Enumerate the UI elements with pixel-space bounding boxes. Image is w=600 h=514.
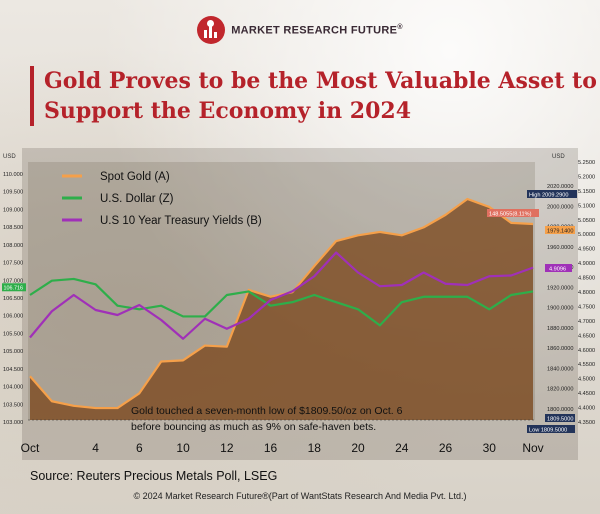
right2-tick-label: 4.8500 [578, 276, 595, 282]
brand-header: MARKET RESEARCH FUTURE® [0, 10, 600, 50]
yields-last-label: 4.9096 [549, 267, 566, 273]
brand-name: MARKET RESEARCH FUTURE® [231, 23, 403, 37]
gold-area [30, 198, 533, 420]
low-label: Low 1809.5000 [529, 428, 567, 434]
x-tick-label: 30 [483, 441, 497, 455]
series-line-2 [29, 251, 534, 340]
right1-tick-label: 1900.0000 [547, 306, 573, 312]
title-block: Gold Proves to be the Most Valuable Asse… [30, 66, 600, 126]
right1-tick-label: 1960.0000 [547, 245, 573, 251]
gold-last-badge [545, 226, 575, 234]
right2-tick-label: 5.2000 [578, 174, 595, 180]
dollar-last-badge [2, 283, 26, 292]
x-tick-label: 10 [176, 441, 190, 455]
left-tick-label: 109.000 [3, 207, 23, 213]
legend-label-0: Spot Gold (A) [100, 171, 170, 183]
right1-tick-label: 1920.0000 [547, 285, 573, 291]
right2-tick-label: 4.7000 [578, 319, 595, 325]
right2-tick-label: 4.7500 [578, 304, 595, 310]
legend-label-2: U.S 10 Year Treasury Yields (B) [100, 215, 262, 227]
x-tick-label: 20 [351, 441, 365, 455]
right2-tick-label: 5.0000 [578, 232, 595, 238]
high-label: High 2009.2900 [529, 193, 569, 199]
left-axis-unit: USD [3, 154, 16, 160]
left-tick-label: 105.000 [3, 349, 23, 355]
copyright-note: © 2024 Market Research Future®(Part of W… [133, 491, 467, 501]
dollar-last-label: 106.716 [4, 285, 24, 291]
x-tick-label: 18 [308, 441, 322, 455]
high-badge [527, 190, 577, 198]
right2-tick-label: 4.4000 [578, 406, 595, 412]
annotation-line-1: Gold touched a seven-month low of $1809.… [131, 405, 403, 417]
right1-tick-label: 2020.0000 [547, 184, 573, 190]
left-tick-label: 105.500 [3, 331, 23, 337]
left-tick-label: 104.000 [3, 385, 23, 391]
annotation-line-2: before bouncing as much as 9% on safe-ha… [131, 421, 376, 433]
left-tick-label: 106.000 [3, 314, 23, 320]
right1-tick-label: 1820.0000 [547, 387, 573, 393]
right1-tick-label: 2000.0000 [547, 204, 573, 210]
right2-tick-label: 5.1000 [578, 203, 595, 209]
series-line-1 [29, 277, 534, 327]
x-tick-label: 16 [264, 441, 278, 455]
right2-tick-label: 5.0500 [578, 218, 595, 224]
left-tick-label: 107.000 [3, 278, 23, 284]
right-axis-unit: USD [552, 154, 565, 160]
left-tick-label: 108.500 [3, 225, 23, 231]
gold-change-badge [487, 209, 539, 217]
x-tick-label: 4 [92, 441, 99, 455]
low-badge [527, 425, 575, 433]
legend-label-1: U.S. Dollar (Z) [100, 193, 174, 205]
x-tick-label: 26 [439, 441, 453, 455]
right1-tick-label: 1880.0000 [547, 326, 573, 332]
right2-tick-label: 4.9500 [578, 247, 595, 253]
right2-tick-label: 5.1500 [578, 189, 595, 195]
right2-tick-label: 4.6500 [578, 333, 595, 339]
left-tick-label: 108.000 [3, 243, 23, 249]
right1-tick-label: 1800.0000 [547, 407, 573, 413]
low-right-label: 1809.5000 [547, 417, 573, 423]
yields-last-badge [545, 264, 572, 272]
low-right-badge [545, 414, 575, 422]
x-tick-label: 12 [220, 441, 234, 455]
series-line-0 [29, 197, 534, 410]
left-tick-label: 103.000 [3, 420, 23, 426]
right2-tick-label: 4.8000 [578, 290, 595, 296]
left-tick-label: 103.500 [3, 402, 23, 408]
gold-change-label: 148.5055(8.11%) [489, 212, 532, 218]
right1-tick-label: 1840.0000 [547, 366, 573, 372]
left-tick-label: 106.500 [3, 296, 23, 302]
right2-tick-label: 4.6000 [578, 348, 595, 354]
gold-last-label: 1979.1400 [547, 229, 573, 235]
x-tick-label: 6 [136, 441, 143, 455]
right2-tick-label: 5.2500 [578, 160, 595, 166]
x-tick-label: Oct [21, 441, 40, 455]
source-note: Source: Reuters Precious Metals Poll, LS… [30, 469, 278, 483]
left-tick-label: 110.000 [3, 172, 23, 178]
x-tick-label: Nov [522, 441, 543, 455]
x-tick-label: 24 [395, 441, 409, 455]
right2-tick-label: 4.5000 [578, 377, 595, 383]
left-tick-label: 109.500 [3, 190, 23, 196]
right2-tick-label: 4.3500 [578, 420, 595, 426]
left-tick-label: 107.500 [3, 261, 23, 267]
right1-tick-label: 1860.0000 [547, 346, 573, 352]
right2-tick-label: 4.4500 [578, 391, 595, 397]
left-tick-label: 104.500 [3, 367, 23, 373]
right2-tick-label: 4.9000 [578, 261, 595, 267]
right2-tick-label: 4.5500 [578, 362, 595, 368]
brand-logo-icon [197, 16, 226, 44]
page-title: Gold Proves to be the Most Valuable Asse… [44, 68, 597, 124]
